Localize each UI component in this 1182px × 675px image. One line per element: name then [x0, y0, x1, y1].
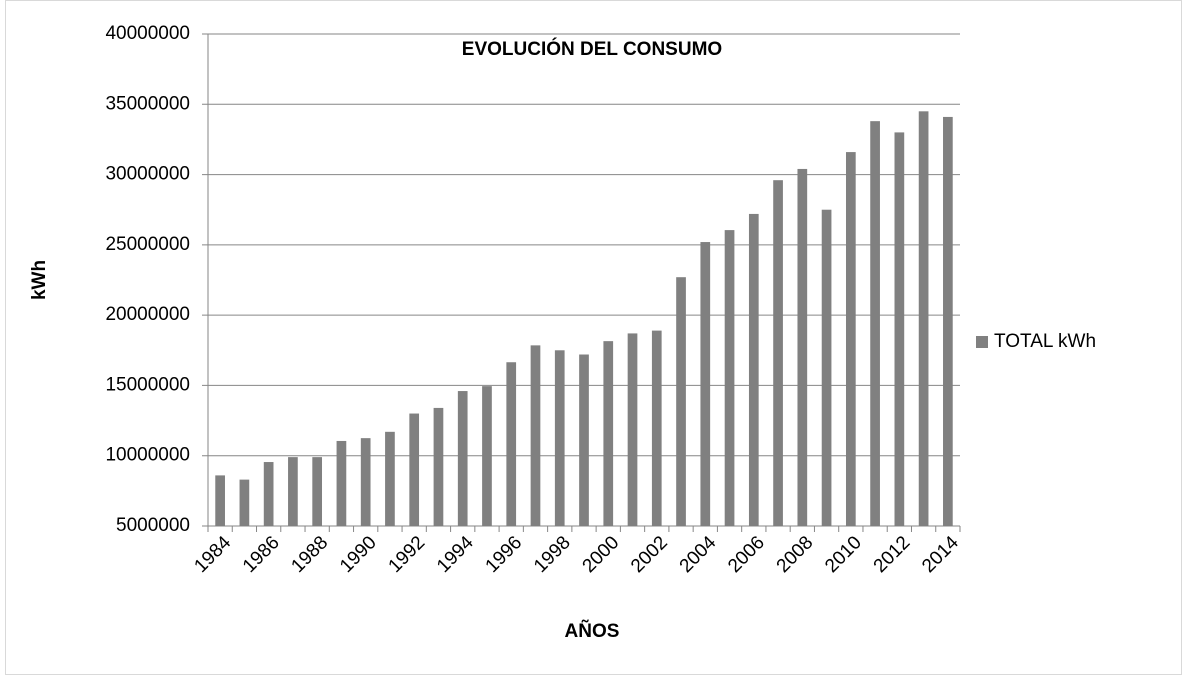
bar	[409, 413, 420, 526]
bar	[457, 391, 468, 526]
x-tick-label: 1994	[433, 532, 478, 577]
x-tick-label: 1986	[239, 532, 284, 577]
x-tick-label: 2002	[627, 532, 672, 577]
bar	[894, 132, 905, 526]
y-axis-title: kWh	[29, 260, 50, 300]
bar	[651, 330, 662, 526]
bar	[482, 386, 492, 526]
bar	[288, 457, 298, 526]
bar	[554, 350, 565, 526]
x-tick-label: 2008	[773, 532, 818, 577]
bar	[263, 462, 274, 526]
bar	[433, 407, 444, 526]
bar	[870, 121, 880, 526]
y-tick-label: 10000000	[105, 445, 190, 466]
y-tick-label: 40000000	[105, 23, 190, 44]
x-tick-label: 1998	[530, 532, 575, 577]
bar	[312, 457, 323, 526]
x-tick-label: 1990	[336, 532, 381, 577]
x-tick-label: 1988	[287, 532, 332, 577]
bar	[360, 438, 371, 526]
bar	[627, 333, 638, 526]
y-tick-label: 25000000	[105, 234, 190, 255]
legend-label: TOTAL kWh	[994, 331, 1096, 352]
bar	[821, 209, 832, 526]
x-tick-label: 1984	[190, 532, 235, 577]
x-tick-label: 1996	[482, 532, 527, 577]
bar	[530, 345, 541, 526]
y-tick-label: 15000000	[105, 374, 190, 395]
y-tick-label: 20000000	[105, 304, 190, 325]
bar	[676, 277, 686, 526]
bar	[603, 341, 614, 526]
bar	[700, 242, 711, 526]
legend-swatch	[976, 336, 988, 348]
x-tick-label: 2012	[870, 532, 915, 577]
x-tick-label: 2006	[724, 532, 769, 577]
x-tick-label: 2004	[676, 532, 721, 577]
bar	[579, 354, 589, 526]
y-tick-label: 35000000	[105, 93, 190, 114]
bar	[724, 230, 735, 526]
bar	[845, 152, 856, 526]
bar	[797, 168, 808, 526]
bar	[336, 440, 347, 526]
y-tick-label: 30000000	[105, 164, 190, 185]
x-tick-label: 2010	[821, 532, 866, 577]
bar	[385, 431, 395, 526]
bar	[773, 180, 783, 527]
x-tick-label: 2014	[918, 532, 963, 577]
bar	[943, 116, 953, 527]
bar	[748, 213, 759, 526]
x-axis-title: AÑOS	[565, 620, 620, 642]
x-tick-label: 2000	[579, 532, 624, 577]
x-tick-label: 1992	[385, 532, 430, 577]
bar	[506, 362, 517, 526]
y-tick-label: 5000000	[116, 515, 190, 536]
chart-title: EVOLUCIÓN DEL CONSUMO	[462, 38, 722, 60]
bar	[918, 111, 929, 527]
bar	[215, 475, 225, 526]
bar	[239, 479, 250, 526]
